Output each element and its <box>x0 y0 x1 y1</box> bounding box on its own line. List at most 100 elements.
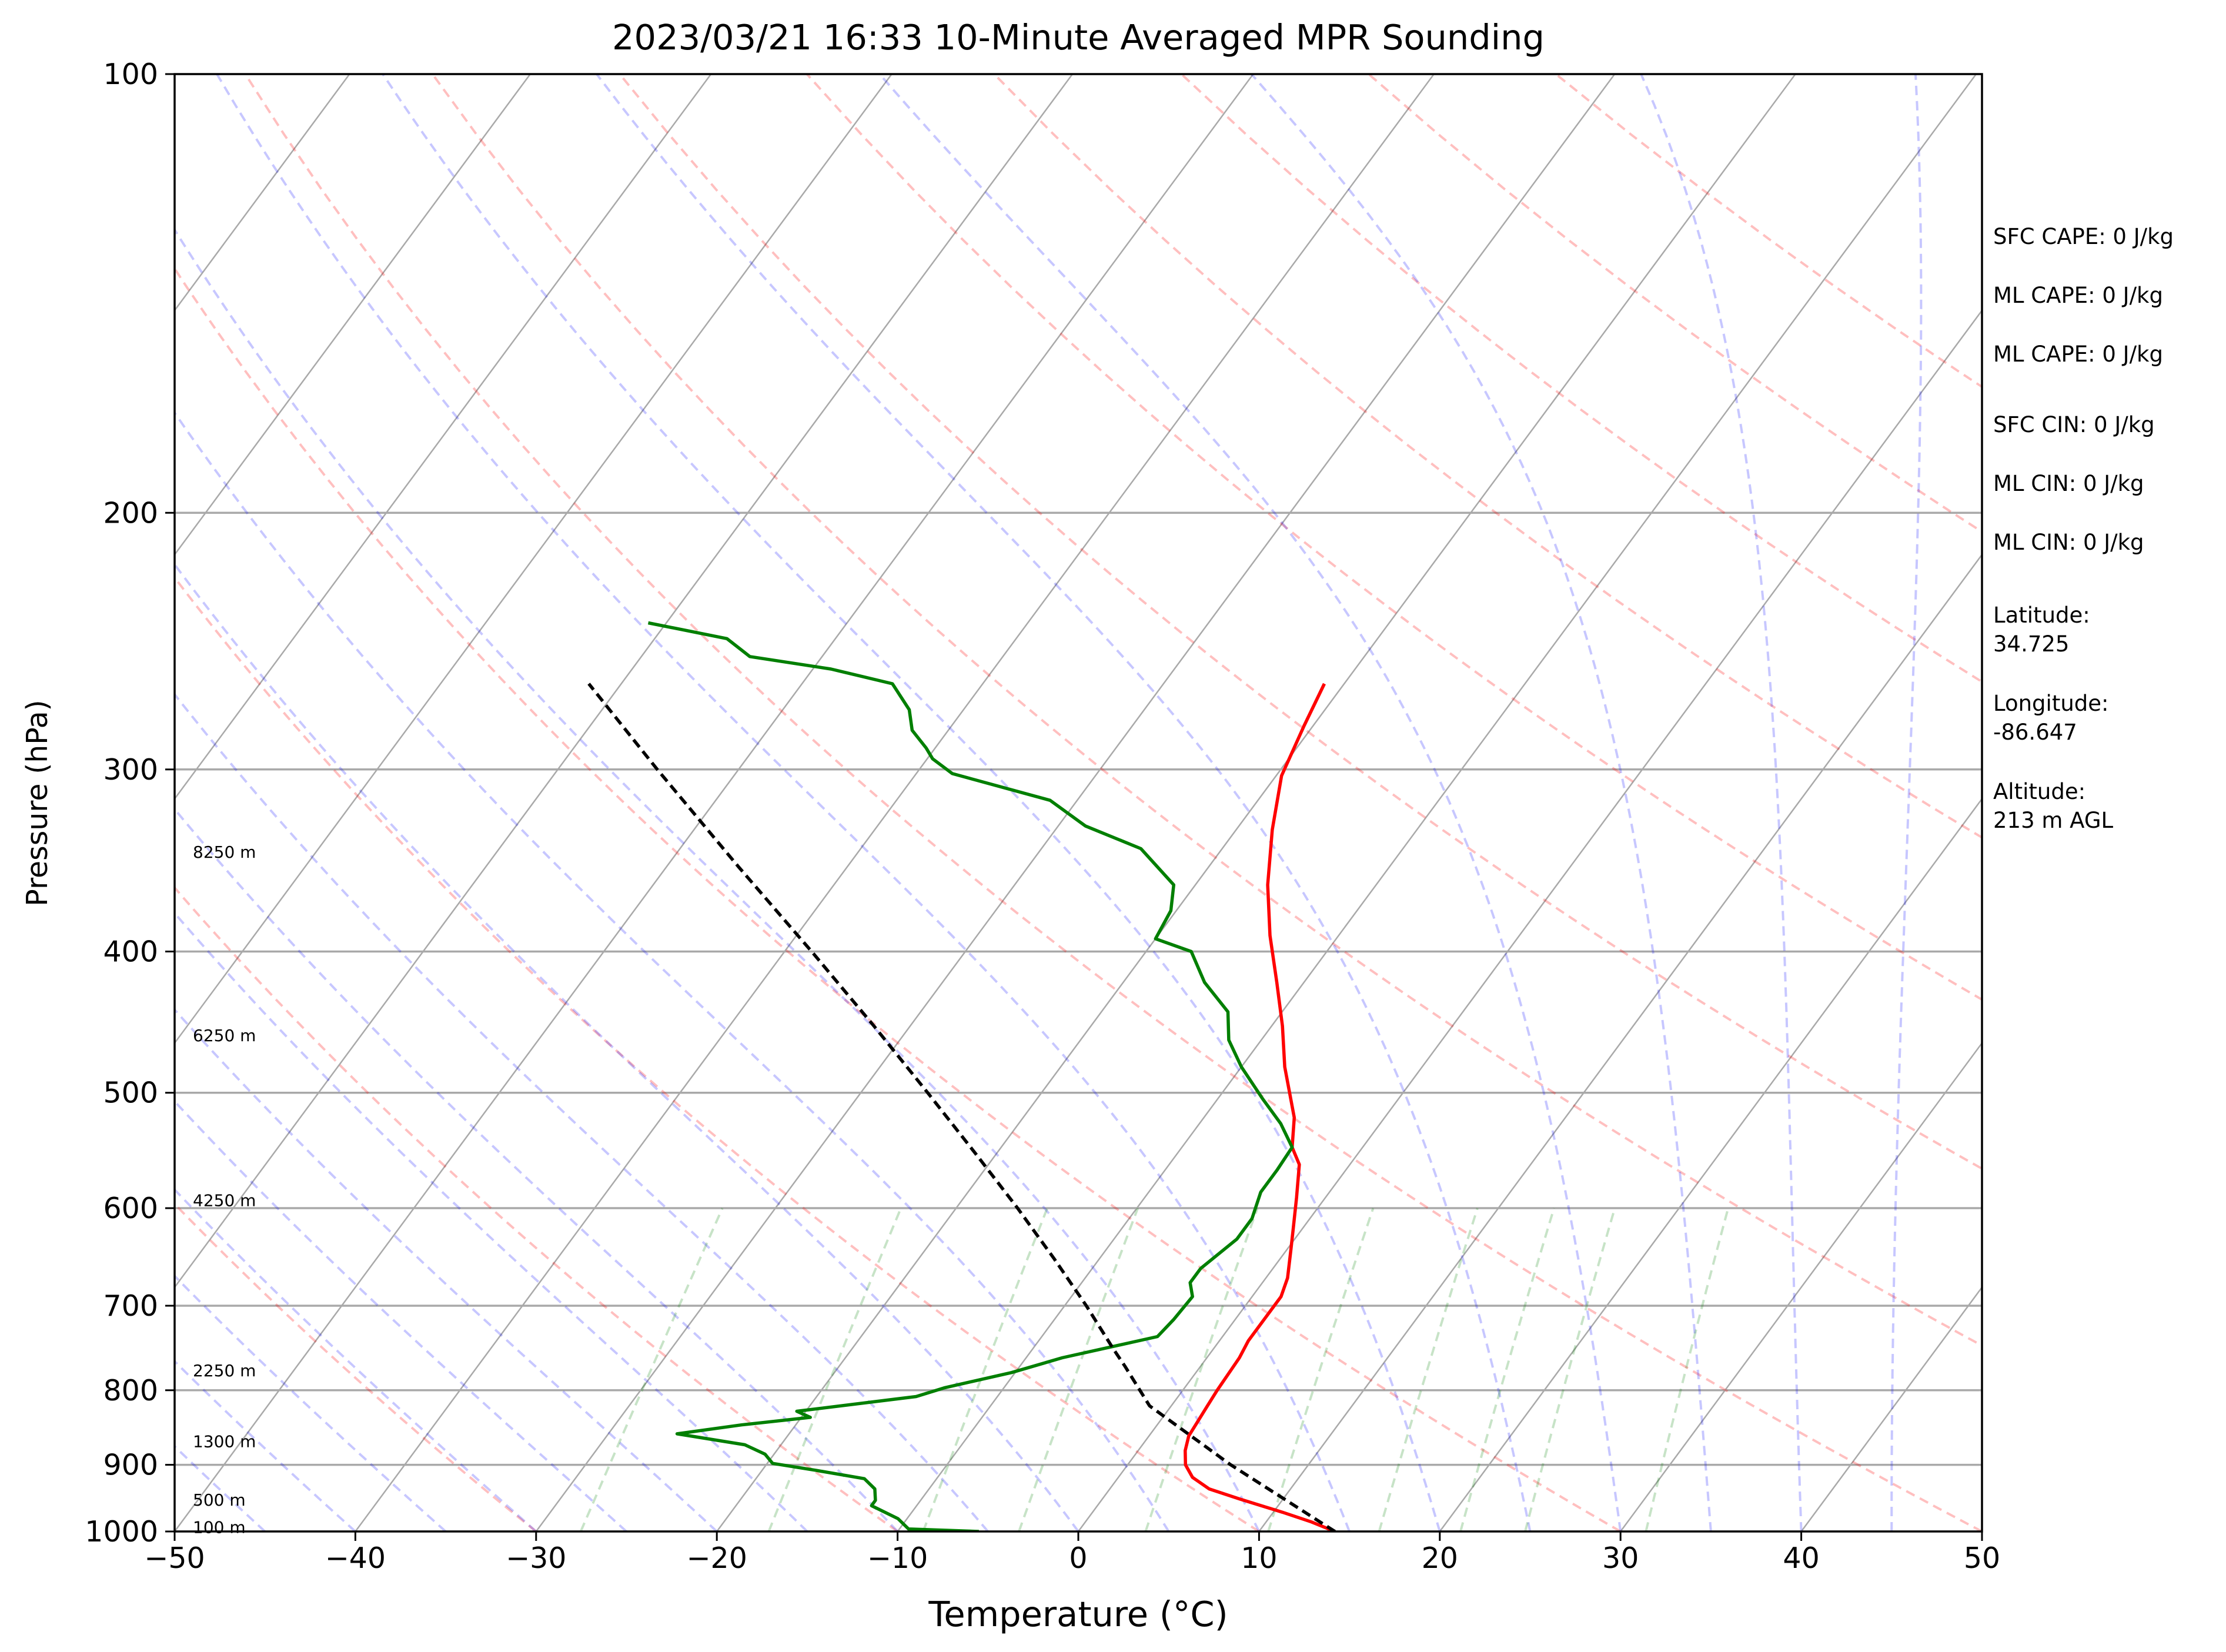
isotherm-line <box>1620 1042 1982 1531</box>
ml-cin-text: ML CIN: 0 J/kg <box>1993 471 2144 496</box>
y-tick-label: 1000 <box>85 1515 158 1549</box>
mixing-ratio-line <box>1018 1208 1139 1531</box>
dry-adiabat-line <box>175 885 898 1531</box>
height-label: 2250 m <box>193 1361 256 1380</box>
dry-adiabat-line <box>175 576 1260 1531</box>
x-tick-label: −40 <box>325 1541 386 1575</box>
height-label: 1300 m <box>193 1432 256 1452</box>
mixing-ratio-line <box>1524 1208 1616 1531</box>
dry-adiabat-line <box>993 74 1982 839</box>
moist-adiabat-line <box>175 562 1079 1531</box>
sfc-cape-text: SFC CAPE: 0 J/kg <box>1993 224 2174 249</box>
y-tick-label: 300 <box>103 753 158 787</box>
dry-adiabat-line <box>244 74 1982 1531</box>
latitude-value: 34.725 <box>1993 631 2070 657</box>
isotherm-line <box>355 74 1435 1531</box>
height-label: 6250 m <box>193 1026 256 1045</box>
moist-adiabat-line <box>175 911 808 1531</box>
isotherm-line <box>1077 309 1982 1531</box>
moist-adiabat-line <box>175 228 1261 1531</box>
mixing-ratio-line <box>1459 1208 1556 1531</box>
isotherm-line <box>716 74 1796 1531</box>
ml-cape-text: ML CAPE: 0 J/kg <box>1993 283 2163 308</box>
dry-adiabat-line <box>175 1202 537 1531</box>
altitude-value: 213 m AGL <box>1993 808 2114 833</box>
isotherm-line <box>175 74 712 800</box>
x-tick-label: 30 <box>1602 1541 1639 1575</box>
profile-lines <box>587 621 1336 1531</box>
dewpoint-profile-line <box>647 621 1294 1531</box>
isotherm-line <box>175 74 531 556</box>
moist-adiabat-line <box>175 410 1170 1531</box>
moist-adiabat-line <box>382 74 1441 1531</box>
isotherm-line <box>897 74 1977 1531</box>
dry-adiabat-line <box>619 74 1982 1171</box>
mixing-ratio-line <box>1144 1208 1259 1531</box>
altitude-label: Altitude: <box>1993 779 2086 804</box>
dry-adiabat-line <box>1180 74 1982 684</box>
x-tick-label: −20 <box>686 1541 747 1575</box>
moist-adiabat-line <box>175 1099 627 1531</box>
moist-adiabat-line <box>216 74 1351 1531</box>
y-tick-label: 400 <box>103 935 158 969</box>
dry-adiabat-line <box>431 74 1982 1347</box>
height-label: 500 m <box>193 1490 246 1510</box>
mixing-ratio-line <box>1645 1208 1730 1531</box>
isotherm-line <box>1258 553 1982 1531</box>
height-labels: 100 m 500 m 1300 m 2250 m 4250 m 6250 m 8250 m <box>193 842 256 1537</box>
height-label: 4250 m <box>193 1190 256 1210</box>
moist-adiabat-line <box>878 74 1622 1531</box>
y-axis-label: Pressure (hPa) <box>21 700 54 906</box>
temperature-profile-line <box>1184 683 1336 1531</box>
moist-adiabat-line <box>1640 74 1803 1531</box>
y-tick-label: 100 <box>103 58 158 91</box>
x-tick-label: 50 <box>1964 1541 2000 1575</box>
moist-adiabat-line <box>175 1008 718 1531</box>
y-tick-label: 500 <box>103 1076 158 1110</box>
moist-adiabat-line <box>1890 74 1923 1531</box>
y-tick-label: 800 <box>103 1374 158 1407</box>
background-lines <box>175 74 1982 1531</box>
longitude-value: -86.647 <box>1993 720 2077 745</box>
y-tick-label: 600 <box>103 1192 158 1225</box>
x-ticks: −50 −40 −30 −20 −10 0 10 20 30 40 50 <box>144 1531 2000 1575</box>
dry-adiabat-line <box>175 266 1622 1531</box>
x-axis-label: Temperature (°C) <box>928 1594 1228 1634</box>
x-tick-label: 10 <box>1241 1541 1277 1575</box>
sfc-cin-text: SFC CIN: 0 J/kg <box>1993 412 2155 437</box>
longitude-label: Longitude: <box>1993 691 2109 716</box>
x-tick-label: −50 <box>144 1541 205 1575</box>
moist-adiabat-line <box>175 1274 447 1531</box>
mixing-ratio-line <box>1378 1208 1479 1531</box>
latitude-label: Latitude: <box>1993 603 2090 628</box>
parcel-profile-line <box>587 683 1336 1531</box>
x-tick-label: −30 <box>506 1541 566 1575</box>
isotherm-line <box>175 74 893 1045</box>
chart-title: 2023/03/21 16:33 10-Minute Averaged MPR … <box>612 17 1545 58</box>
x-tick-label: 20 <box>1422 1541 1458 1575</box>
moist-adiabat-line <box>175 1188 537 1531</box>
y-ticks: 1000 900 800 700 600 500 400 300 200 100 <box>85 58 175 1549</box>
y-tick-label: 700 <box>103 1289 158 1323</box>
x-tick-label: −10 <box>867 1541 928 1575</box>
height-label: 8250 m <box>193 842 256 862</box>
isotherm-line <box>1439 797 1982 1531</box>
height-label: 100 m <box>193 1518 246 1537</box>
dry-adiabat-line <box>805 74 1982 1001</box>
moist-adiabat-line <box>1250 74 1712 1531</box>
moist-adiabat-line <box>175 807 899 1531</box>
ml-cin-text-2: ML CIN: 0 J/kg <box>1993 530 2144 555</box>
isotherm-line <box>175 74 1074 1289</box>
mixing-ratio-line <box>922 1208 1049 1531</box>
moist-adiabat-line <box>175 692 989 1531</box>
moist-adiabat-line <box>596 74 1532 1531</box>
isotherm-line <box>175 74 1254 1531</box>
x-tick-label: 40 <box>1783 1541 1819 1575</box>
mixing-ratio-line <box>579 1208 724 1531</box>
mixing-ratio-line <box>767 1208 903 1531</box>
y-tick-label: 900 <box>103 1449 158 1482</box>
x-tick-label: 0 <box>1069 1541 1087 1575</box>
isotherm-line <box>535 74 1616 1531</box>
y-tick-label: 200 <box>103 496 158 530</box>
